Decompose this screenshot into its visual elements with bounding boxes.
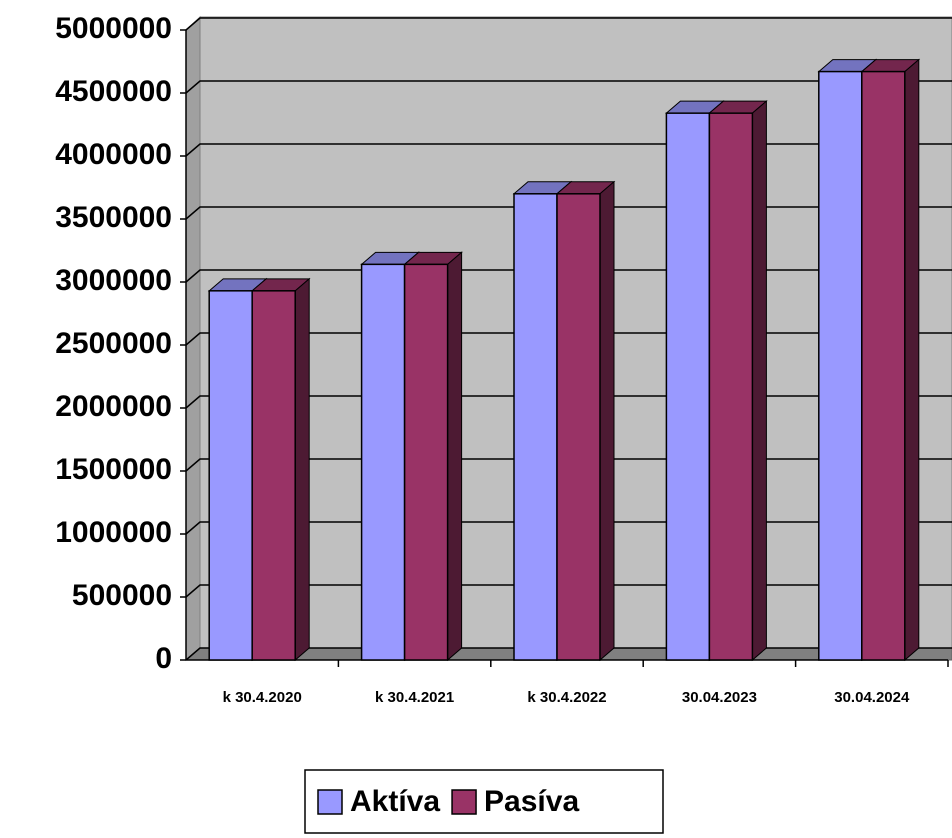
x-tick-label: k 30.4.2021: [375, 689, 454, 706]
y-tick-label: 0: [155, 642, 172, 675]
x-tick-label: 30.04.2024: [834, 689, 910, 706]
grid-line: [185, 80, 952, 94]
y-tick-label: 3000000: [55, 264, 172, 297]
x-tick-label: k 30.4.2020: [223, 689, 302, 706]
legend-label: Aktíva: [350, 785, 440, 818]
y-tick-label: 4000000: [55, 138, 172, 171]
legend-box: [304, 769, 664, 834]
bar-side: [751, 100, 767, 662]
bar-side: [294, 277, 310, 662]
y-tick-label: 3500000: [55, 201, 172, 234]
bar: [708, 100, 768, 662]
y-tick-label: 5000000: [55, 12, 172, 45]
bar: [403, 251, 463, 662]
bar-front: [360, 263, 406, 661]
grid-line: [185, 17, 952, 31]
y-tick-label: 1500000: [55, 453, 172, 486]
bar-side: [599, 180, 615, 662]
bar: [860, 58, 921, 662]
bar-side: [904, 58, 920, 662]
y-tick-label: 2000000: [55, 390, 172, 423]
legend-swatch: [451, 789, 477, 815]
bar-front: [556, 193, 601, 661]
x-tick-label: 30.04.2023: [682, 689, 757, 706]
bar-front: [251, 290, 296, 661]
bar-front: [861, 70, 906, 661]
legend-swatch: [317, 789, 343, 815]
y-tick-label: 2500000: [55, 327, 172, 360]
legend-label: Pasíva: [484, 785, 579, 818]
y-tick-label: 500000: [72, 579, 172, 612]
legend: Aktíva Pasíva: [304, 769, 664, 834]
bar-front: [708, 112, 754, 661]
bar-front: [818, 70, 863, 661]
bar-front: [513, 193, 558, 661]
bar: [250, 277, 311, 662]
bar-front: [403, 263, 449, 661]
bar-side: [447, 251, 463, 662]
y-tick-label: 4500000: [55, 75, 172, 108]
y-tick-label: 1000000: [55, 516, 172, 549]
bar-front: [665, 112, 711, 661]
x-tick-label: k 30.4.2022: [527, 689, 606, 706]
bar-front: [208, 290, 253, 661]
bar: [555, 180, 616, 662]
